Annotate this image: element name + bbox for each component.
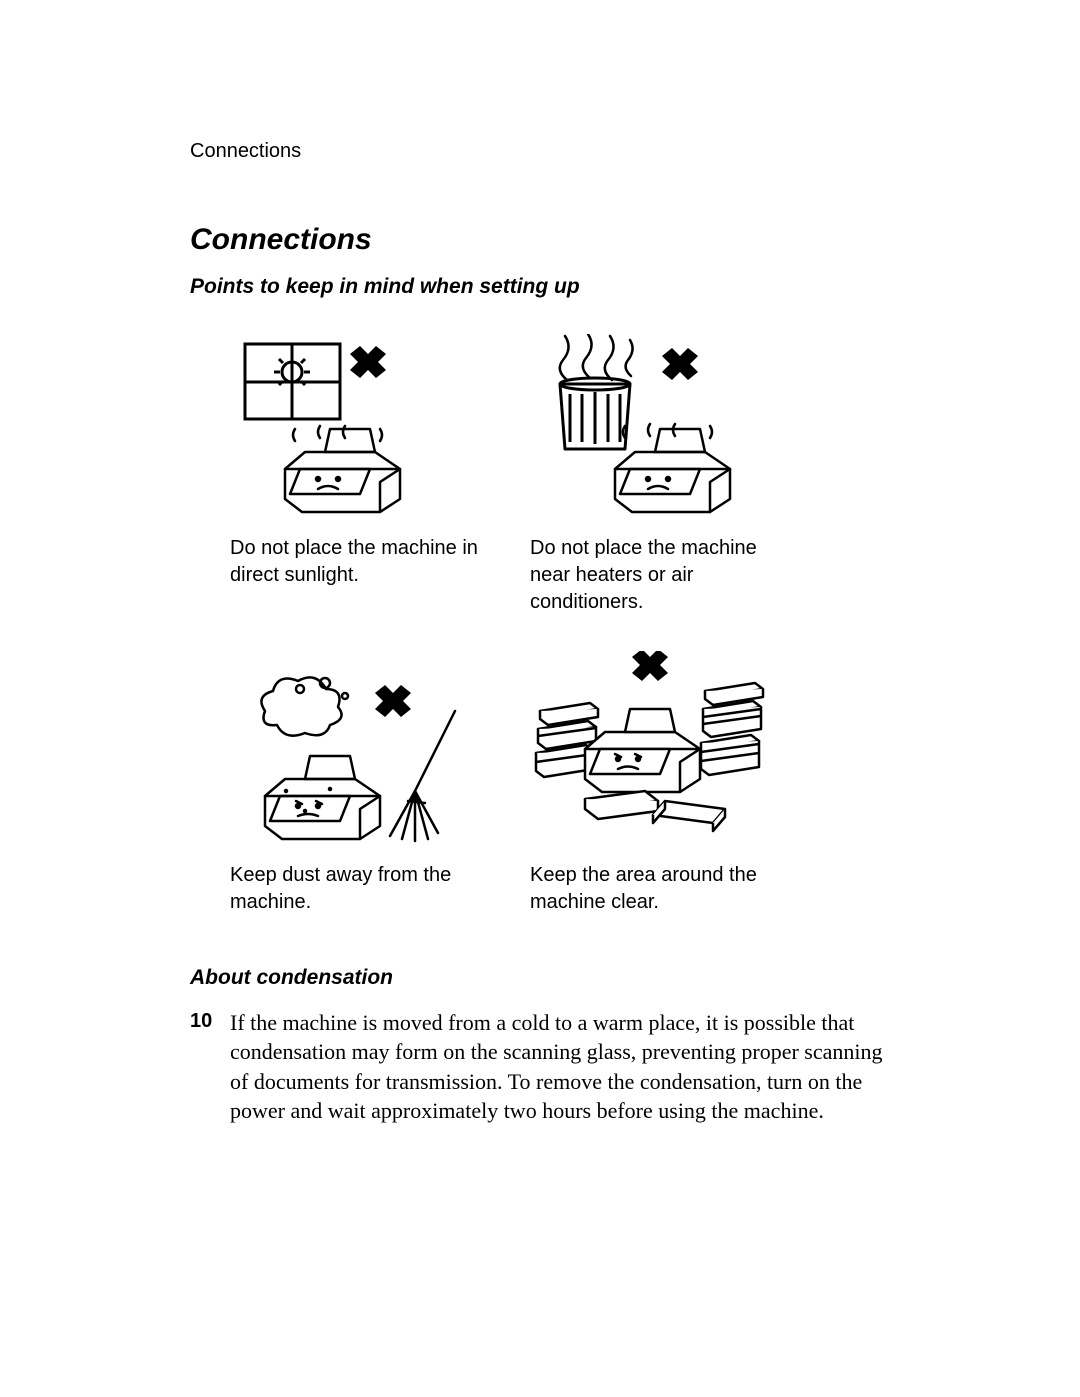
illustration-dust-image: [230, 656, 490, 846]
running-head: Connections: [190, 140, 890, 163]
illustration-grid: Do not place the machine in direct sunli…: [230, 329, 890, 916]
page-number: 10: [190, 1010, 212, 1033]
illustration-clear: Keep the area around the machine clear.: [530, 656, 790, 916]
illustration-sunlight-image: [230, 329, 490, 519]
caption-sunlight: Do not place the machine in direct sunli…: [230, 535, 490, 589]
section-title: Connections: [190, 223, 890, 257]
illustration-sunlight: Do not place the machine in direct sunli…: [230, 329, 490, 616]
caption-dust: Keep dust away from the machine.: [230, 862, 490, 916]
illustration-dust: Keep dust away from the machine.: [230, 656, 490, 916]
caption-clear: Keep the area around the machine clear.: [530, 862, 790, 916]
illustration-heater-image: [530, 329, 790, 519]
caption-heater: Do not place the machine near heaters or…: [530, 535, 790, 616]
illustration-heater: Do not place the machine near heaters or…: [530, 329, 790, 616]
page-content: Connections Connections Points to keep i…: [190, 140, 890, 1126]
illustration-clear-image: [530, 656, 790, 846]
condensation-body: If the machine is moved from a cold to a…: [230, 1008, 890, 1126]
subhead-points: Points to keep in mind when setting up: [190, 275, 890, 299]
subhead-condensation: About condensation: [190, 966, 890, 990]
